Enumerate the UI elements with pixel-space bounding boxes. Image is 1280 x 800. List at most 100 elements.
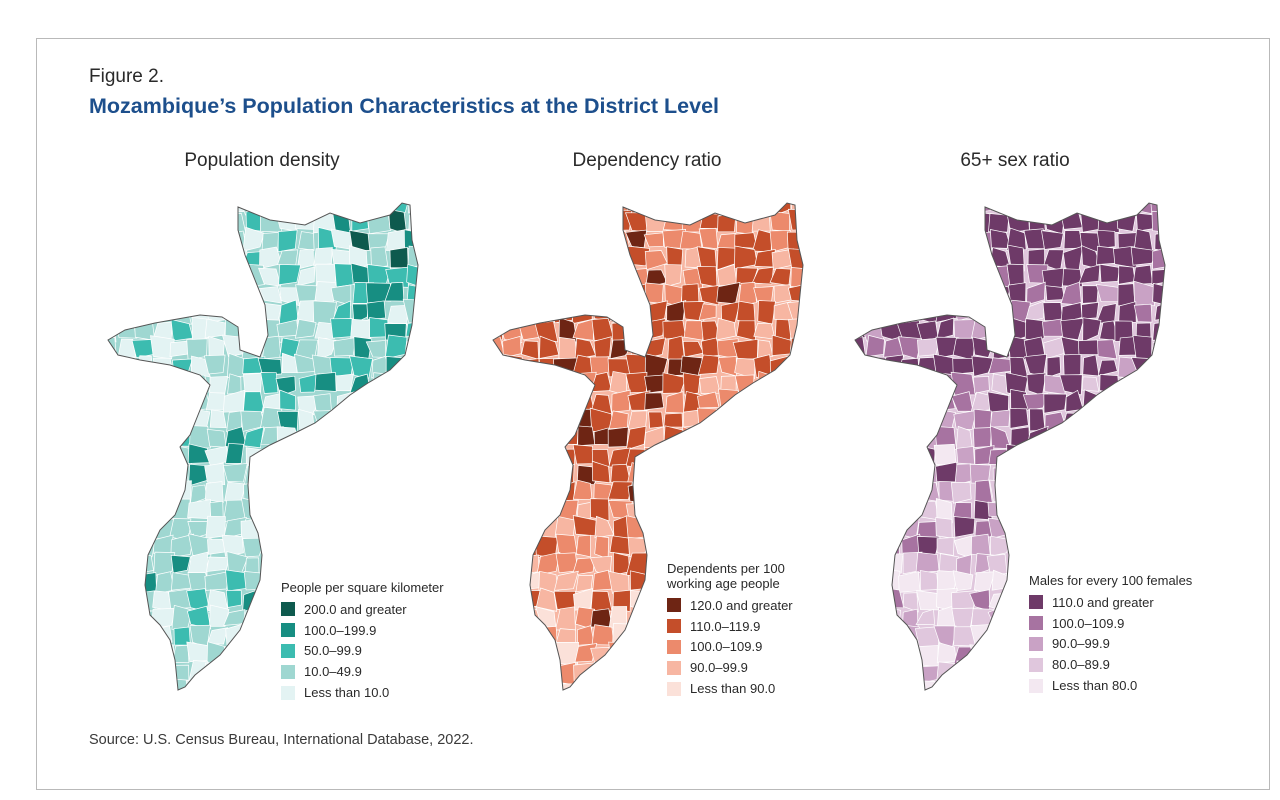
district	[261, 604, 283, 627]
district	[174, 263, 194, 288]
district	[919, 570, 939, 591]
district	[554, 410, 576, 427]
district	[156, 443, 173, 464]
district	[1046, 356, 1061, 379]
district	[186, 338, 208, 361]
district	[1136, 448, 1155, 465]
district	[499, 605, 522, 627]
district	[108, 622, 119, 647]
district	[866, 247, 888, 271]
district	[493, 251, 505, 270]
district	[750, 517, 777, 542]
district	[883, 625, 905, 649]
district	[1152, 519, 1165, 540]
district	[108, 445, 122, 467]
district	[539, 301, 559, 324]
district	[493, 517, 502, 538]
district	[168, 463, 188, 486]
district	[173, 392, 191, 414]
district	[787, 479, 803, 504]
legend-swatch	[667, 598, 681, 613]
district	[519, 500, 542, 521]
district	[279, 389, 296, 411]
district	[970, 282, 993, 306]
district	[136, 281, 157, 304]
district	[539, 233, 558, 251]
district	[589, 265, 612, 289]
legend-label: 90.0–99.9	[690, 660, 748, 676]
district	[864, 500, 884, 523]
district	[757, 300, 776, 325]
district	[771, 446, 792, 469]
district	[864, 551, 886, 577]
legend-item: 110.0–119.9	[667, 616, 817, 637]
district	[902, 677, 924, 690]
district	[207, 281, 227, 307]
district	[171, 212, 189, 231]
district	[902, 608, 919, 629]
legend-item: Less than 90.0	[667, 678, 817, 699]
district	[881, 249, 904, 269]
district	[188, 208, 211, 230]
legend-swatch	[1029, 616, 1043, 631]
district	[862, 298, 887, 322]
district	[520, 298, 543, 322]
district	[279, 480, 301, 502]
district	[1096, 447, 1120, 466]
district	[108, 659, 118, 683]
district	[516, 623, 539, 649]
district	[316, 460, 338, 483]
legend-item: 50.0–99.9	[281, 641, 444, 662]
district	[989, 409, 1011, 428]
district	[493, 460, 505, 485]
legend-label: 100.0–109.9	[690, 639, 763, 655]
legend-item: 90.0–99.9	[1029, 634, 1192, 655]
district	[697, 391, 720, 409]
district	[134, 227, 153, 247]
district	[334, 445, 351, 467]
district	[916, 500, 940, 521]
district	[898, 395, 919, 416]
district	[227, 681, 249, 690]
district	[950, 482, 972, 504]
district	[573, 588, 594, 611]
district	[493, 352, 505, 376]
district	[972, 376, 990, 394]
district	[648, 411, 664, 429]
district	[334, 263, 354, 288]
district	[861, 587, 885, 612]
district	[366, 300, 386, 320]
district	[258, 518, 283, 539]
district	[499, 353, 523, 378]
district	[862, 515, 887, 539]
district	[349, 465, 372, 484]
district	[787, 248, 803, 270]
district	[116, 389, 138, 414]
district	[553, 357, 579, 378]
district	[989, 323, 1010, 341]
district	[883, 517, 900, 540]
district	[883, 337, 905, 358]
district	[278, 264, 302, 286]
district	[1149, 375, 1165, 392]
district	[1148, 465, 1165, 487]
district	[718, 464, 739, 481]
district	[936, 281, 960, 303]
district	[150, 498, 177, 520]
district	[1132, 408, 1154, 431]
district	[518, 447, 543, 468]
district	[389, 246, 409, 269]
district	[644, 516, 669, 540]
district	[538, 409, 561, 429]
district	[896, 661, 923, 684]
district	[1024, 300, 1046, 324]
district	[118, 485, 139, 504]
district	[349, 355, 373, 379]
district	[281, 352, 298, 374]
district	[243, 570, 262, 591]
district	[1010, 460, 1026, 485]
district	[697, 407, 720, 432]
district	[317, 337, 337, 361]
district	[334, 556, 355, 577]
district	[224, 659, 245, 685]
